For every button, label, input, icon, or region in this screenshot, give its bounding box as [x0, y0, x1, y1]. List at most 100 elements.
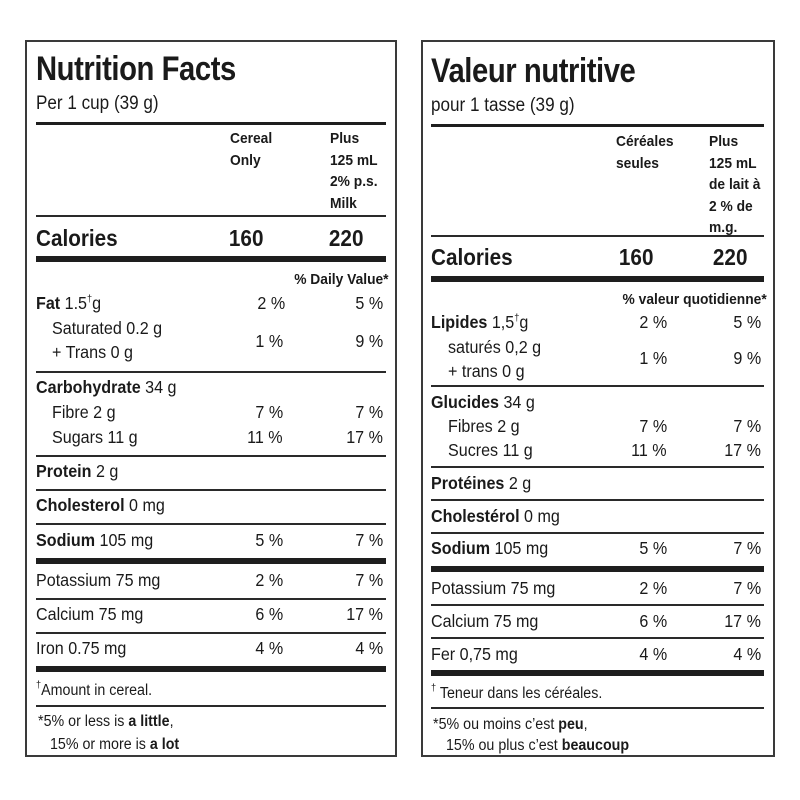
calories-milk-value: 220: [712, 244, 748, 270]
nutrient-saturated: saturés 0,2 g: [448, 337, 542, 357]
nutrient-iron: Iron 0.75 mg: [36, 638, 127, 658]
nutrient-protein: Protein 2 g: [36, 461, 119, 481]
daily-value-header: % Daily Value*: [294, 271, 389, 288]
divider: [431, 707, 764, 709]
dagger-icon: †: [431, 683, 437, 694]
column-header-cereal-only: Céréales seules: [616, 133, 674, 172]
iron-dv-cereal: 4 %: [255, 638, 283, 658]
panel-title: Valeur nutritive: [431, 52, 636, 90]
dv-note-line-1: *5% ou moins c’est peu,: [433, 716, 588, 733]
sugars-dv-cereal: 11 %: [631, 440, 667, 460]
column-header-with-milk: Plus 125 mL de lait à 2 % de m.g.: [709, 133, 761, 236]
divider: [36, 122, 386, 125]
fat-dv-cereal: 2 %: [639, 312, 667, 332]
nutrient-cholesterol: Cholestérol 0 mg: [431, 506, 560, 526]
sugars-dv-cereal: 11 %: [247, 427, 283, 447]
sodium-dv-cereal: 5 %: [255, 530, 283, 550]
nutrient-calcium: Calcium 75 mg: [431, 611, 539, 631]
calories-milk-value: 220: [328, 225, 364, 251]
fat-dv-cereal: 2 %: [257, 293, 285, 313]
nutrient-sodium: Sodium 105 mg: [431, 538, 549, 558]
potassium-dv-milk: 7 %: [355, 570, 383, 590]
calcium-dv-milk: 17 %: [346, 604, 383, 624]
nutrient-fat: Lipides 1,5†g: [431, 312, 529, 332]
calories-label: Calories: [36, 225, 118, 251]
divider: [36, 598, 386, 600]
calcium-dv-cereal: 6 %: [639, 611, 667, 631]
nutrient-sodium: Sodium 105 mg: [36, 530, 154, 550]
calcium-dv-milk: 17 %: [724, 611, 761, 631]
divider: [431, 235, 764, 237]
footnote-amount-in-cereal: †Amount in cereal.: [36, 680, 153, 699]
nutrient-protein: Protéines 2 g: [431, 473, 532, 493]
serving-size: pour 1 tasse (39 g): [431, 95, 575, 116]
nutrient-trans: + Trans 0 g: [52, 342, 134, 362]
divider: [431, 466, 764, 468]
nutrient-trans: + trans 0 g: [448, 361, 525, 381]
divider: [36, 489, 386, 491]
nutrient-fat: Fat 1.5†g: [36, 293, 102, 313]
sugars-dv-milk: 17 %: [346, 427, 383, 447]
saturated-dv-milk: 9 %: [733, 348, 761, 368]
nutrient-iron: Fer 0,75 mg: [431, 644, 518, 664]
divider: [431, 604, 764, 606]
sodium-dv-milk: 7 %: [355, 530, 383, 550]
dagger-icon: †: [36, 680, 42, 691]
divider: [36, 705, 386, 707]
nutrient-fibre: Fibres 2 g: [448, 416, 520, 436]
divider: [431, 637, 764, 639]
serving-size: Per 1 cup (39 g): [36, 93, 159, 114]
footnote-amount-in-cereal: † Teneur dans les céréales.: [431, 683, 603, 702]
nutrient-carbohydrate: Carbohydrate 34 g: [36, 377, 177, 397]
divider-thick: [36, 666, 386, 672]
divider-thick: [36, 558, 386, 564]
fibre-dv-cereal: 7 %: [639, 416, 667, 436]
sugars-dv-milk: 17 %: [724, 440, 761, 460]
daily-value-header: % valeur quotidienne*: [622, 291, 767, 308]
saturated-dv-cereal: 1 %: [639, 348, 667, 368]
divider: [431, 385, 764, 387]
calories-cereal-value: 160: [228, 225, 264, 251]
dv-note-line-2: 15% or more is a lot: [50, 736, 180, 753]
fibre-dv-milk: 7 %: [733, 416, 761, 436]
potassium-dv-cereal: 2 %: [255, 570, 283, 590]
nutrition-facts-panel-english: Nutrition Facts Per 1 cup (39 g) Cereal …: [25, 40, 397, 757]
column-header-cereal-only: Cereal Only: [230, 130, 273, 169]
divider: [431, 532, 764, 534]
fibre-dv-milk: 7 %: [355, 402, 383, 422]
saturated-dv-cereal: 1 %: [255, 331, 283, 351]
divider: [36, 455, 386, 457]
iron-dv-cereal: 4 %: [639, 644, 667, 664]
iron-dv-milk: 4 %: [355, 638, 383, 658]
asterisk-icon: *: [38, 713, 44, 730]
divider: [36, 632, 386, 634]
nutrient-potassium: Potassium 75 mg: [36, 570, 161, 590]
divider: [36, 371, 386, 373]
iron-dv-milk: 4 %: [733, 644, 761, 664]
nutrient-fibre: Fibre 2 g: [52, 402, 116, 422]
divider-thick: [431, 670, 764, 676]
divider: [36, 215, 386, 217]
calories-label: Calories: [431, 244, 513, 270]
nutrient-carbohydrate: Glucides 34 g: [431, 392, 535, 412]
nutrient-saturated: Saturated 0.2 g: [52, 318, 163, 338]
sodium-dv-cereal: 5 %: [639, 538, 667, 558]
divider-thick: [36, 256, 386, 262]
calories-cereal-value: 160: [618, 244, 654, 270]
dv-note-line-1: *5% or less is a little,: [38, 713, 174, 730]
divider: [431, 124, 764, 127]
nutrient-sugars: Sucres 11 g: [448, 440, 533, 460]
calcium-dv-cereal: 6 %: [255, 604, 283, 624]
nutrition-facts-panel-french: Valeur nutritive pour 1 tasse (39 g) Cér…: [421, 40, 775, 757]
saturated-dv-milk: 9 %: [355, 331, 383, 351]
divider: [36, 523, 386, 525]
divider-thick: [431, 276, 764, 282]
potassium-dv-milk: 7 %: [733, 578, 761, 598]
fat-dv-milk: 5 %: [355, 293, 383, 313]
nutrient-sugars: Sugars 11 g: [52, 427, 138, 447]
nutrient-cholesterol: Cholesterol 0 mg: [36, 495, 165, 515]
fat-dv-milk: 5 %: [733, 312, 761, 332]
fibre-dv-cereal: 7 %: [255, 402, 283, 422]
sodium-dv-milk: 7 %: [733, 538, 761, 558]
potassium-dv-cereal: 2 %: [639, 578, 667, 598]
